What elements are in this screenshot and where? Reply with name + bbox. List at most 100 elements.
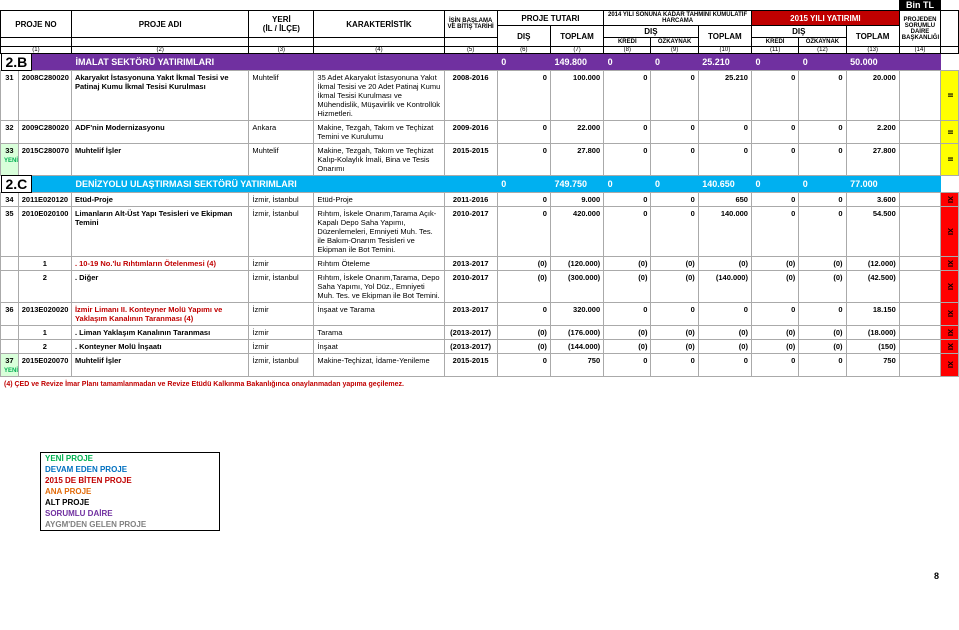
proj-value: 0 — [497, 193, 550, 207]
hdr-proje-adi: PROJE ADI — [71, 11, 248, 38]
proj-value: (140.000) — [698, 271, 751, 303]
hdr-kredi-2: KREDİ — [751, 38, 798, 47]
sub-idx: 2 — [18, 340, 71, 354]
proj-name: . Diğer — [71, 271, 248, 303]
proj-value: 0 — [651, 207, 698, 257]
hdr-kar: KARAKTERİSTİK — [314, 11, 444, 38]
proj-value: 0 — [751, 207, 798, 257]
row-idx: 35 — [1, 207, 19, 257]
section-code: 2.C — [1, 175, 33, 193]
proj-yer: Muhtelif — [249, 71, 314, 121]
legend-item: ANA PROJE — [41, 486, 220, 497]
hdr-tarih: İŞİN BAŞLAMA VE BİTİŞ TARİHİ — [444, 11, 497, 38]
header-row-1: PROJE NO PROJE ADI YERİ (İL / İLÇE) KARA… — [1, 11, 959, 26]
proj-no: 2008C280020 — [18, 71, 71, 121]
legend-item: ALT PROJE — [41, 497, 220, 508]
row-idx: 36 — [1, 303, 19, 326]
proj-value: (0) — [651, 340, 698, 354]
hdr-dis-1: DIŞ — [497, 26, 550, 47]
proj-value: 320.000 — [550, 303, 603, 326]
proj-tarih: 2011-2016 — [444, 193, 497, 207]
legend-item: AYGM'DEN GELEN PROJE — [41, 519, 220, 531]
proj-value: 0 — [799, 207, 846, 257]
proj-value: (0) — [604, 257, 651, 271]
proj-name: Akaryakıt İstasyonuna Yakıt İkmal Tesisi… — [71, 71, 248, 121]
side-label: II — [941, 71, 959, 121]
section-value: 77.000 — [846, 176, 899, 193]
proj-name: Muhtelif İşler — [71, 144, 248, 176]
proj-value: 0 — [751, 121, 798, 144]
proj-value: 0 — [799, 121, 846, 144]
proj-tarih: 2010-2017 — [444, 207, 497, 257]
proj-value: 100.000 — [550, 71, 603, 121]
proj-value: 0 — [604, 303, 651, 326]
hdr-tahmini: 2014 YILI SONUNA KADAR TAHMİNİ KÜMÜLATİF… — [604, 11, 752, 26]
proj-value: 0 — [651, 193, 698, 207]
proj-value: (0) — [751, 340, 798, 354]
section-value: 0 — [604, 176, 651, 193]
legend: YENİ PROJEDEVAM EDEN PROJE2015 DE BİTEN … — [40, 452, 220, 531]
proj-tarih: (2013-2017) — [444, 340, 497, 354]
proj-name: Etüd-Proje — [71, 193, 248, 207]
proj-value: 20.000 — [846, 71, 899, 121]
proj-kar: Rıhtım, İskele Onarım,Tarama, Depo Saha … — [314, 271, 444, 303]
proj-value: 0 — [698, 144, 751, 176]
proj-value: 420.000 — [550, 207, 603, 257]
hdr-oz-2: ÖZKAYNAK — [799, 38, 846, 47]
bintl-label: Bin TL — [899, 0, 940, 11]
proj-value: 0 — [698, 354, 751, 377]
proj-value: 0 — [604, 121, 651, 144]
proj-value: 0 — [799, 354, 846, 377]
hdr-dis-3: DIŞ — [751, 26, 846, 38]
hdr-top-2: TOPLAM — [698, 26, 751, 47]
proj-value: 0 — [497, 144, 550, 176]
side-label: XI — [941, 207, 959, 257]
proj-value: (0) — [651, 271, 698, 303]
proj-tarih: (2013-2017) — [444, 326, 497, 340]
proj-yer: İzmir — [249, 340, 314, 354]
proj-kar: Tarama — [314, 326, 444, 340]
legend-item: DEVAM EDEN PROJE — [41, 464, 220, 475]
side-label: XI — [941, 326, 959, 340]
proj-yer: İzmir — [249, 257, 314, 271]
proj-value: 750 — [846, 354, 899, 377]
proj-tarih: 2013-2017 — [444, 257, 497, 271]
section-value: 0 — [497, 176, 550, 193]
proj-value: 0 — [751, 193, 798, 207]
proj-value: 3.600 — [846, 193, 899, 207]
proj-value: 2.200 — [846, 121, 899, 144]
side-label: XI — [941, 271, 959, 303]
proj-yer: Muhtelif — [249, 144, 314, 176]
proj-value: 0 — [497, 354, 550, 377]
proj-value: 0 — [604, 193, 651, 207]
proj-kar: 35 Adet Akaryakıt İstasyonuna Yakıt İkma… — [314, 71, 444, 121]
section-value: 0 — [799, 54, 846, 71]
proj-value: 0 — [651, 144, 698, 176]
proj-value: 0 — [604, 207, 651, 257]
section-value: 0 — [799, 176, 846, 193]
proj-kar: Rıhtım Öteleme — [314, 257, 444, 271]
proj-value: (0) — [651, 257, 698, 271]
footnote: (4) ÇED ve Revize İmar Planı tamamlanmad… — [0, 377, 959, 392]
proj-value: 27.800 — [846, 144, 899, 176]
legend-item: SORUMLU DAİRE — [41, 508, 220, 519]
proj-value: (0) — [604, 340, 651, 354]
proj-value: 0 — [651, 121, 698, 144]
sub-idx: 1 — [18, 326, 71, 340]
proj-kar: İnşaat — [314, 340, 444, 354]
proj-value: 140.000 — [698, 207, 751, 257]
proj-value: 0 — [497, 207, 550, 257]
proj-yer: İzmir, İstanbul — [249, 207, 314, 257]
row-idx: 33YENİ — [1, 144, 19, 176]
proj-value: 0 — [799, 193, 846, 207]
hdr-yatirim: 2015 YILI YATIRIMI — [751, 11, 899, 26]
hdr-oz-1: ÖZKAYNAK — [651, 38, 698, 47]
proj-value: (176.000) — [550, 326, 603, 340]
proj-tarih: 2009-2016 — [444, 121, 497, 144]
proj-yer: İzmir, İstanbul — [249, 193, 314, 207]
proj-value: 0 — [604, 354, 651, 377]
proj-tarih: 2010-2017 — [444, 271, 497, 303]
proj-name: . Konteyner Molü İnşaatı — [71, 340, 248, 354]
section-value: 0 — [751, 176, 798, 193]
hdr-top-1: TOPLAM — [550, 26, 603, 47]
